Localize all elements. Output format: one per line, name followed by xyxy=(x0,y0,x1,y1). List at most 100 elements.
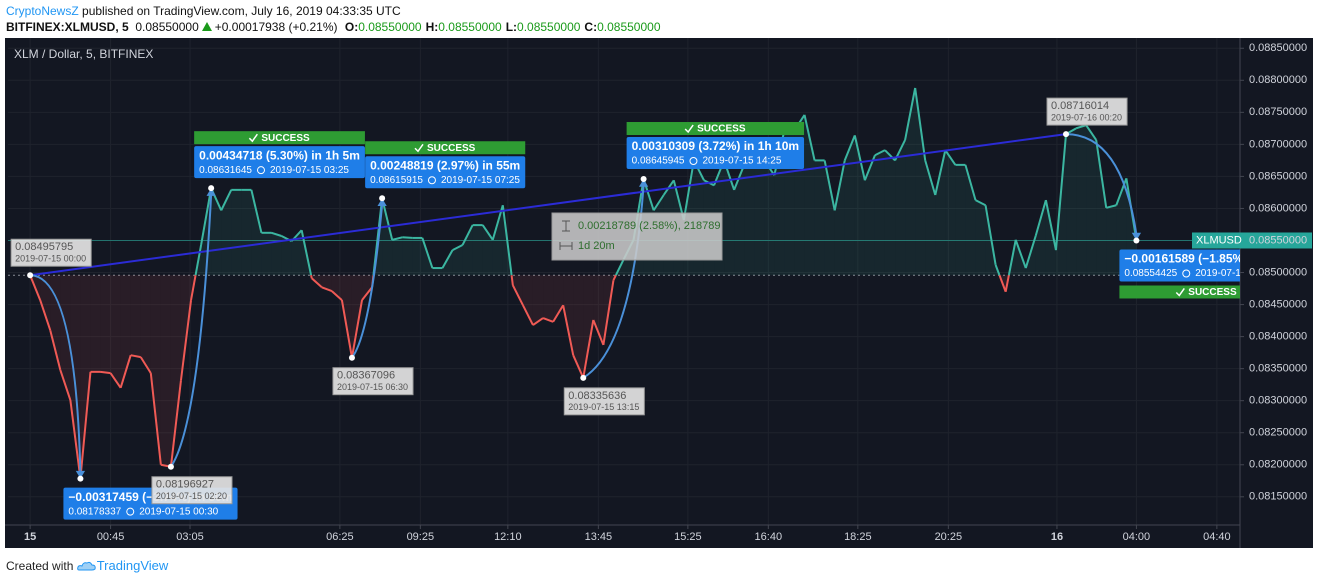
x-tick-label: 16 xyxy=(1051,531,1063,543)
legend-title: XLM / Dollar, 5, BITFINEX xyxy=(14,47,153,61)
point-label-time: 2019-07-16 00:20 xyxy=(1051,112,1122,122)
line-segment xyxy=(350,299,363,358)
clock-icon xyxy=(126,507,135,516)
line-segment xyxy=(1095,139,1108,208)
area xyxy=(331,275,342,301)
point-label-price: 0.08495795 xyxy=(15,241,73,253)
measure-price: 0.08178337 xyxy=(68,506,121,517)
area xyxy=(804,114,815,276)
area xyxy=(1086,125,1097,276)
point-label-price: 0.08196927 xyxy=(156,479,214,491)
line-segment xyxy=(612,274,617,281)
axes: XLMUSD 0.08150000 0.08200000 0.08250000 0.08… xyxy=(24,42,1312,543)
brand[interactable]: TradingView xyxy=(96,558,169,573)
move-arrow xyxy=(170,194,213,468)
area xyxy=(412,237,423,276)
point-label-price: 0.08716014 xyxy=(1051,100,1109,112)
measure-change: 0.00310309 (3.72%) in 1h 10m xyxy=(632,139,799,153)
area xyxy=(100,275,111,374)
area xyxy=(120,275,131,388)
series-tag xyxy=(1192,232,1240,249)
measure-price: 0.08645945 xyxy=(632,156,685,167)
point-label-price: 0.08335636 xyxy=(568,390,626,402)
line-segment xyxy=(481,224,494,241)
point-dot xyxy=(640,176,647,183)
line-segment xyxy=(924,160,937,196)
line-segment xyxy=(69,399,82,479)
y-tick-label: 0.08200000 xyxy=(1249,459,1307,471)
line-segment xyxy=(975,199,987,207)
area xyxy=(492,205,503,276)
line-segment xyxy=(733,164,746,191)
grid xyxy=(8,38,1240,525)
line-segment xyxy=(994,264,1001,276)
y-tick-label: 0.08350000 xyxy=(1249,363,1307,375)
point-label-box xyxy=(151,476,233,505)
range-box: 0.00218789 (2.58%), 218789 1d 20m xyxy=(551,212,723,261)
area xyxy=(452,244,463,276)
area xyxy=(884,150,896,276)
area xyxy=(522,275,533,326)
status-bar xyxy=(1119,285,1240,299)
line-segment xyxy=(361,286,373,301)
area xyxy=(532,275,544,326)
area xyxy=(281,236,292,276)
area xyxy=(140,275,151,374)
x-tick-label: 18:25 xyxy=(844,531,872,543)
line-segment xyxy=(510,275,514,286)
measure-price: 0.08615915 xyxy=(370,175,423,186)
line-segment xyxy=(39,299,52,331)
ohlc-label: O: xyxy=(344,20,359,34)
area xyxy=(814,160,825,276)
arrow-head xyxy=(75,470,86,479)
x-tick-label: 04:00 xyxy=(1123,531,1151,543)
move-arrow xyxy=(1066,133,1138,235)
line-segment xyxy=(391,236,403,241)
area xyxy=(1106,205,1117,276)
line-segment xyxy=(1034,199,1047,236)
measure-box xyxy=(194,146,365,179)
measure-change: −0.00161589 (−1.85%) in 40m xyxy=(1124,252,1288,266)
ohlc-value: 0.08550000 xyxy=(358,20,422,34)
area xyxy=(915,87,926,276)
point-dot xyxy=(348,354,355,361)
y-tick-label: 0.08500000 xyxy=(1249,266,1307,278)
line-segment xyxy=(200,187,213,246)
measure-price: 0.08631645 xyxy=(199,165,252,176)
area xyxy=(321,275,332,292)
area xyxy=(874,150,885,276)
point-label-price: 0.08367096 xyxy=(337,370,395,382)
line-segment xyxy=(904,87,917,141)
x-tick-label: 15 xyxy=(24,531,36,543)
line-segment xyxy=(1085,124,1098,141)
author[interactable]: CryptoNewsZ xyxy=(6,4,79,18)
ohlc-value: 0.08550000 xyxy=(597,20,661,34)
area xyxy=(593,275,604,345)
y-tick-label: 0.08400000 xyxy=(1249,331,1307,343)
check-icon xyxy=(414,143,424,153)
line-segment xyxy=(501,205,513,276)
measure-time: 2019-07-15 00:30 xyxy=(139,506,218,517)
x-tick-label: 16:40 xyxy=(755,531,783,543)
symbol: BITFINEX:XLMUSD, 5 xyxy=(6,20,129,34)
ohlc-label: H: xyxy=(425,20,439,34)
area xyxy=(392,237,403,276)
x-tick-label: 20:25 xyxy=(935,531,963,543)
check-icon xyxy=(248,133,258,143)
point-dot xyxy=(1063,131,1070,138)
move-arrow xyxy=(351,204,384,359)
line-segment xyxy=(964,164,977,201)
area xyxy=(362,275,373,301)
line-segment xyxy=(511,284,524,306)
line-segment xyxy=(331,290,343,301)
area xyxy=(170,275,181,467)
x-tick-label: 04:40 xyxy=(1203,531,1231,543)
area xyxy=(864,155,875,276)
point-dot xyxy=(580,374,587,381)
point-dot xyxy=(77,475,84,482)
line-segment xyxy=(1054,134,1068,251)
line-segment xyxy=(934,149,947,196)
area xyxy=(80,275,91,479)
ohlc-value: 0.08550000 xyxy=(517,20,581,34)
